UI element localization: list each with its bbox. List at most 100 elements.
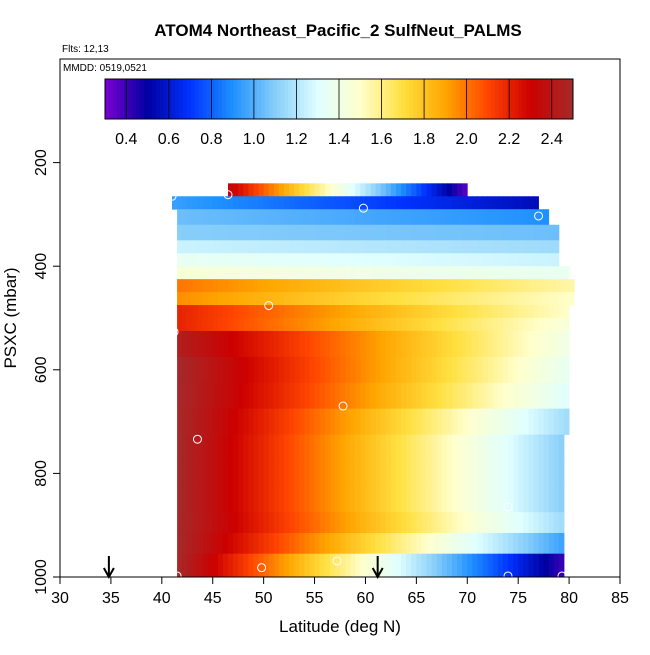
colorbar-swatch (339, 79, 344, 119)
x-tick-label: 45 (204, 590, 222, 607)
heatmap-cell (385, 196, 392, 210)
heatmap-cell (548, 486, 555, 513)
heatmap-cell (345, 209, 351, 226)
heatmap-cell (370, 532, 377, 555)
heatmap-cell (304, 382, 310, 410)
heatmap-cell (462, 183, 468, 197)
heatmap-cell (441, 318, 448, 332)
heatmap-cell (513, 240, 519, 254)
heatmap-cell (228, 224, 234, 241)
colorbar-swatch (237, 79, 242, 119)
data-point (358, 203, 368, 213)
heatmap-cell (238, 382, 244, 410)
heatmap-cell (385, 512, 392, 534)
heatmap-cell (243, 196, 249, 210)
heatmap-cell (431, 224, 438, 241)
heatmap-cell (182, 279, 188, 293)
heatmap-cell (502, 292, 509, 306)
heatmap-cell (396, 224, 402, 241)
heatmap-cell (233, 532, 239, 555)
heatmap-cell (228, 356, 234, 384)
heatmap-cell (207, 356, 214, 384)
heatmap-cell (294, 512, 300, 534)
y-axis-label: PSXC (mbar) (1, 267, 20, 368)
heatmap-cell (446, 553, 453, 577)
heatmap-cell (222, 292, 229, 306)
heatmap-cell (202, 330, 209, 358)
heatmap-cell (416, 292, 422, 306)
heatmap-cell (202, 209, 209, 226)
heatmap-cell (401, 512, 407, 534)
heatmap-cell (182, 532, 188, 555)
heatmap-cell (406, 486, 412, 513)
heatmap-cell (487, 330, 494, 358)
heatmap-cell (411, 382, 417, 410)
heatmap-cell (497, 460, 504, 487)
heatmap-cell (360, 532, 366, 555)
heatmap-cell (222, 553, 229, 577)
heatmap-cell (390, 486, 397, 513)
heatmap-cell (370, 209, 377, 226)
colorbar-tick-label: 1.4 (328, 131, 350, 148)
heatmap-cell (263, 330, 270, 358)
heatmap-cell (304, 460, 310, 487)
heatmap-cell (538, 224, 545, 241)
heatmap-cell (212, 279, 219, 293)
heatmap-cell (233, 512, 239, 534)
heatmap-cell (289, 183, 295, 197)
heatmap-cell (487, 512, 494, 534)
heatmap-cell (543, 240, 550, 254)
heatmap-cell (340, 460, 346, 487)
colorbar-swatch (218, 79, 223, 119)
y-tick-label: 1000 (33, 559, 50, 595)
heatmap-cell (452, 209, 458, 226)
heatmap-cell (319, 209, 326, 226)
heatmap-cell (345, 434, 351, 461)
colorbar-swatch (448, 79, 453, 119)
heatmap-cell (248, 224, 254, 241)
heatmap-cell (380, 253, 387, 267)
heatmap-cell (487, 434, 494, 461)
colorbar-swatch (268, 79, 274, 119)
heatmap-cell (304, 553, 310, 577)
heatmap-cell (309, 224, 315, 241)
heatmap-cell (192, 209, 198, 226)
heatmap-cell (319, 486, 326, 513)
heatmap-cell (355, 240, 361, 254)
heatmap-cell (248, 553, 254, 577)
heatmap-cell (202, 532, 209, 555)
heatmap-cell (345, 408, 351, 435)
heatmap-cell (238, 279, 244, 293)
heatmap-cell (345, 183, 351, 197)
heatmap-cell (314, 240, 321, 254)
heatmap-cell (396, 532, 402, 555)
heatmap-cell (253, 266, 259, 280)
heatmap-cell (497, 253, 504, 267)
heatmap-cell (329, 356, 336, 384)
heatmap-cell (192, 253, 198, 267)
heatmap-cell (273, 356, 280, 384)
heatmap-cell (406, 279, 412, 293)
heatmap-cell (197, 460, 203, 487)
heatmap-cell (253, 356, 259, 384)
heatmap-cell (258, 292, 265, 306)
heatmap-cell (350, 408, 356, 435)
heatmap-cell (263, 279, 270, 293)
heatmap-cell (217, 224, 224, 241)
heatmap-cell (177, 266, 183, 280)
heatmap-cell (452, 183, 458, 197)
heatmap-cell (446, 512, 453, 534)
heatmap-cell (355, 253, 361, 267)
heatmap-cell (497, 196, 504, 210)
heatmap-cell (299, 183, 305, 197)
heatmap-cell (390, 279, 397, 293)
heatmap-cell (523, 553, 529, 577)
heatmap-cell (253, 486, 259, 513)
heatmap-cell (192, 318, 198, 332)
heatmap-cell (278, 253, 285, 267)
heatmap-cell (192, 356, 198, 384)
heatmap-cell (528, 330, 534, 358)
colorbar-swatch (409, 79, 414, 119)
heatmap-cell (426, 460, 433, 487)
heatmap-cell (284, 266, 290, 280)
